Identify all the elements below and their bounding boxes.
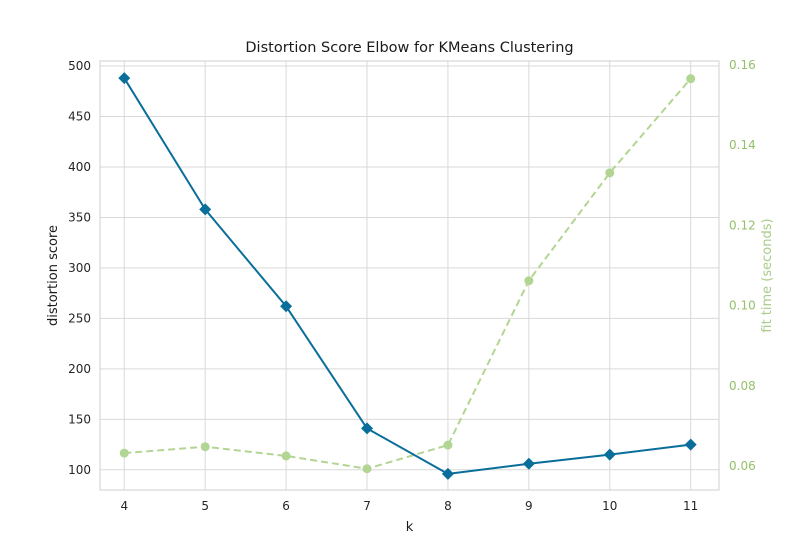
y-tick-labels: 100 150 200 250 300 350 400 450 500 — [68, 59, 91, 477]
series-0-point-6 — [603, 448, 616, 461]
y-tick-label-6: 400 — [68, 160, 91, 174]
series-0-point-7 — [684, 438, 697, 451]
x-tick-label-4: 8 — [444, 499, 452, 513]
y-tick-label-4: 300 — [68, 261, 91, 275]
series-1-point-1 — [200, 442, 210, 452]
series-1-point-7 — [686, 74, 696, 84]
series-1-point-5 — [524, 276, 534, 286]
series-0-point-0 — [118, 72, 131, 85]
series-layer — [118, 72, 697, 480]
x-tick-label-3: 7 — [363, 499, 371, 513]
series-1-point-3 — [362, 464, 372, 474]
y-tick-label-0: 100 — [68, 463, 91, 477]
y-tick-label-3: 250 — [68, 311, 91, 325]
y2-tick-label-3: 0.12 — [729, 218, 756, 232]
series-0-point-5 — [522, 457, 535, 470]
series-1-point-6 — [605, 168, 615, 178]
y2-axis-label: fit time (seconds) — [760, 218, 775, 332]
series-0-point-3 — [361, 422, 374, 435]
series-1-line — [124, 77, 692, 470]
x-tick-label-6: 10 — [602, 499, 617, 513]
x-tick-label-0: 4 — [120, 499, 128, 513]
y2-tick-labels: 0.06 0.08 0.10 0.12 0.14 0.16 — [729, 58, 756, 473]
series-1-point-0 — [119, 448, 129, 458]
chart-title: Distortion Score Elbow for KMeans Cluste… — [245, 40, 573, 56]
series-0-line — [123, 77, 691, 475]
y-axis-label: distortion score — [46, 225, 61, 326]
y-tick-label-8: 500 — [68, 59, 91, 73]
y-tick-label-7: 450 — [68, 110, 91, 124]
series-0-point-4 — [441, 467, 454, 480]
x-tick-label-2: 6 — [282, 499, 290, 513]
y2-tick-label-1: 0.08 — [729, 379, 756, 393]
x-tick-labels: 4 5 6 7 8 9 10 11 — [120, 499, 698, 513]
y-tick-label-1: 150 — [68, 412, 91, 426]
y-tick-label-2: 200 — [68, 362, 91, 376]
series-1-point-4 — [443, 440, 453, 450]
y2-tick-label-4: 0.14 — [729, 138, 756, 152]
x-tick-label-1: 5 — [201, 499, 209, 513]
y2-tick-label-2: 0.10 — [729, 299, 756, 313]
x-tick-label-7: 11 — [683, 499, 698, 513]
y-tick-label-5: 350 — [68, 210, 91, 224]
series-1-point-2 — [281, 451, 291, 461]
x-tick-label-5: 9 — [525, 499, 533, 513]
series-0-point-1 — [199, 203, 212, 216]
y2-tick-label-5: 0.16 — [729, 58, 756, 72]
plot-frame — [99, 60, 720, 491]
grid-lines — [100, 61, 719, 490]
series-0-point-2 — [280, 300, 293, 313]
y2-tick-label-0: 0.06 — [729, 459, 756, 473]
x-axis-label: k — [406, 520, 414, 535]
